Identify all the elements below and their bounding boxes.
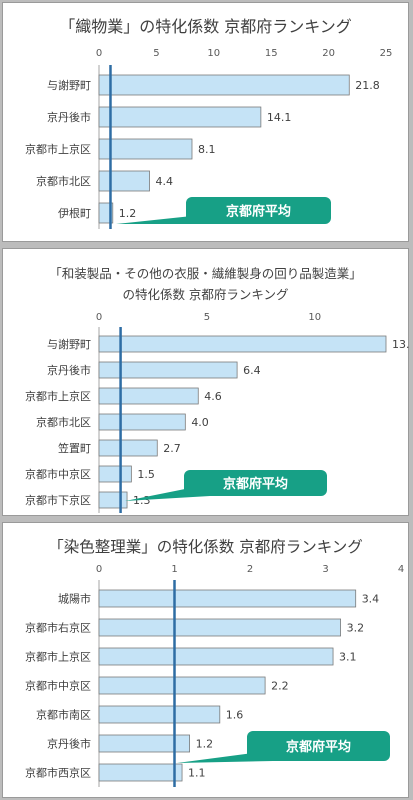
- value-label: 3.4: [362, 593, 380, 606]
- category-label: 京都市上京区: [25, 389, 91, 403]
- x-tick-label: 4: [398, 564, 404, 575]
- value-label: 8.1: [198, 143, 216, 156]
- bar: [98, 439, 158, 457]
- bar: [98, 361, 238, 379]
- bar: [98, 676, 266, 695]
- value-label: 3.2: [347, 622, 365, 635]
- category-label: 京都市下京区: [25, 493, 91, 507]
- value-label: 1.2: [196, 738, 214, 751]
- bar: [98, 138, 193, 160]
- chart-title: 「染色整理業」の特化係数 京都府ランキング: [48, 538, 363, 556]
- category-label: 京都市北区: [36, 415, 91, 429]
- category-label: 京都市北区: [36, 174, 91, 188]
- bar: [98, 705, 221, 724]
- category-label: 与謝野町: [47, 78, 91, 92]
- average-callout: [186, 197, 331, 224]
- average-callout: [247, 731, 390, 761]
- value-label: 3.1: [339, 651, 357, 664]
- callout-label: 京都府平均: [223, 476, 288, 492]
- average-callout: [184, 470, 327, 496]
- category-label: 京都市南区: [36, 708, 91, 722]
- chart-title-line-1: 「和装製品・その他の衣服・繊維製身の回り品製造業」: [49, 266, 362, 281]
- bar: [98, 413, 186, 431]
- category-label: 京都市中京区: [25, 467, 91, 481]
- x-tick-label: 1: [171, 564, 177, 575]
- category-label: 笠置町: [58, 441, 91, 455]
- category-label: 京都市上京区: [25, 142, 91, 156]
- x-tick-label: 5: [153, 48, 159, 59]
- bar: [98, 589, 357, 608]
- bar: [98, 734, 190, 753]
- chart-title: 「織物業」の特化係数 京都府ランキング: [59, 17, 352, 36]
- bar: [98, 465, 132, 483]
- value-label: 21.8: [355, 79, 380, 92]
- bar: [98, 387, 199, 405]
- category-label: 与謝野町: [47, 337, 91, 351]
- chart-panel-orimono: 「織物業」の特化係数 京都府ランキング 0 5 10 15 20 25 与謝野町 21.8 京丹…: [2, 2, 409, 242]
- x-tick-label: 10: [308, 312, 321, 323]
- x-tick-label: 0: [96, 564, 102, 575]
- value-label: 1.3: [133, 494, 151, 507]
- value-label: 4.0: [191, 416, 209, 429]
- value-label: 1.6: [226, 709, 244, 722]
- value-label: 1.5: [137, 468, 155, 481]
- bar: [98, 763, 183, 782]
- bar: [98, 74, 350, 96]
- value-label: 13.3: [392, 338, 410, 351]
- category-label: 京都市上京区: [25, 650, 91, 664]
- value-label: 1.2: [119, 207, 137, 220]
- bar-chart-orimono: 0 5 10 15 20 25 与謝野町 21.8 京丹後市 14.1 京都市上京区 8.1 京都市北区…: [25, 48, 393, 229]
- category-label: 京丹後市: [47, 737, 91, 751]
- bar: [98, 618, 342, 637]
- bar-chart-wasou: 0 5 10 与謝野町 13.3 京丹後市 6.4 京都市上京区 4.6 京都市北区 4.0 笠置町 2…: [25, 312, 410, 513]
- callout-label: 京都府平均: [286, 739, 351, 755]
- bar: [98, 491, 128, 509]
- category-label: 京丹後市: [47, 363, 91, 377]
- chart-panel-wasou: 「和装製品・その他の衣服・繊維製身の回り品製造業」 の特化係数 京都府ランキング…: [2, 248, 410, 516]
- value-label: 4.6: [204, 390, 222, 403]
- x-tick-label: 2: [247, 564, 253, 575]
- x-tick-label: 20: [322, 48, 335, 59]
- x-tick-label: 0: [96, 312, 102, 323]
- chart-title-line-2: の特化係数 京都府ランキング: [122, 287, 289, 302]
- chart-panel-senshoku: 「染色整理業」の特化係数 京都府ランキング 0 1 2 3 4 城陽市 3.4 京都市右京区 3…: [2, 522, 409, 798]
- x-tick-label: 5: [204, 312, 210, 323]
- category-label: 伊根町: [58, 206, 91, 220]
- bar: [98, 106, 262, 128]
- x-tick-label: 15: [265, 48, 278, 59]
- category-label: 京都市西京区: [25, 766, 91, 780]
- bar: [98, 170, 150, 192]
- bar: [98, 647, 334, 666]
- category-label: 城陽市: [58, 592, 91, 606]
- x-tick-label: 25: [380, 48, 393, 59]
- bar: [98, 335, 387, 353]
- value-label: 2.2: [271, 680, 289, 693]
- value-label: 6.4: [243, 364, 261, 377]
- value-label: 4.4: [156, 175, 174, 188]
- category-label: 京丹後市: [47, 110, 91, 124]
- value-label: 14.1: [267, 111, 292, 124]
- category-label: 京都市右京区: [25, 621, 91, 635]
- callout-label: 京都府平均: [226, 204, 291, 220]
- x-tick-label: 3: [322, 564, 328, 575]
- x-tick-label: 10: [207, 48, 220, 59]
- category-label: 京都市中京区: [25, 679, 91, 693]
- x-tick-label: 0: [96, 48, 102, 59]
- value-label: 1.1: [188, 767, 206, 780]
- value-label: 2.7: [163, 442, 181, 455]
- bar-chart-senshoku: 0 1 2 3 4 城陽市 3.4 京都市右京区 3.2 京都市上京区 3.1 京都市中京区 2.2 京都…: [25, 564, 404, 787]
